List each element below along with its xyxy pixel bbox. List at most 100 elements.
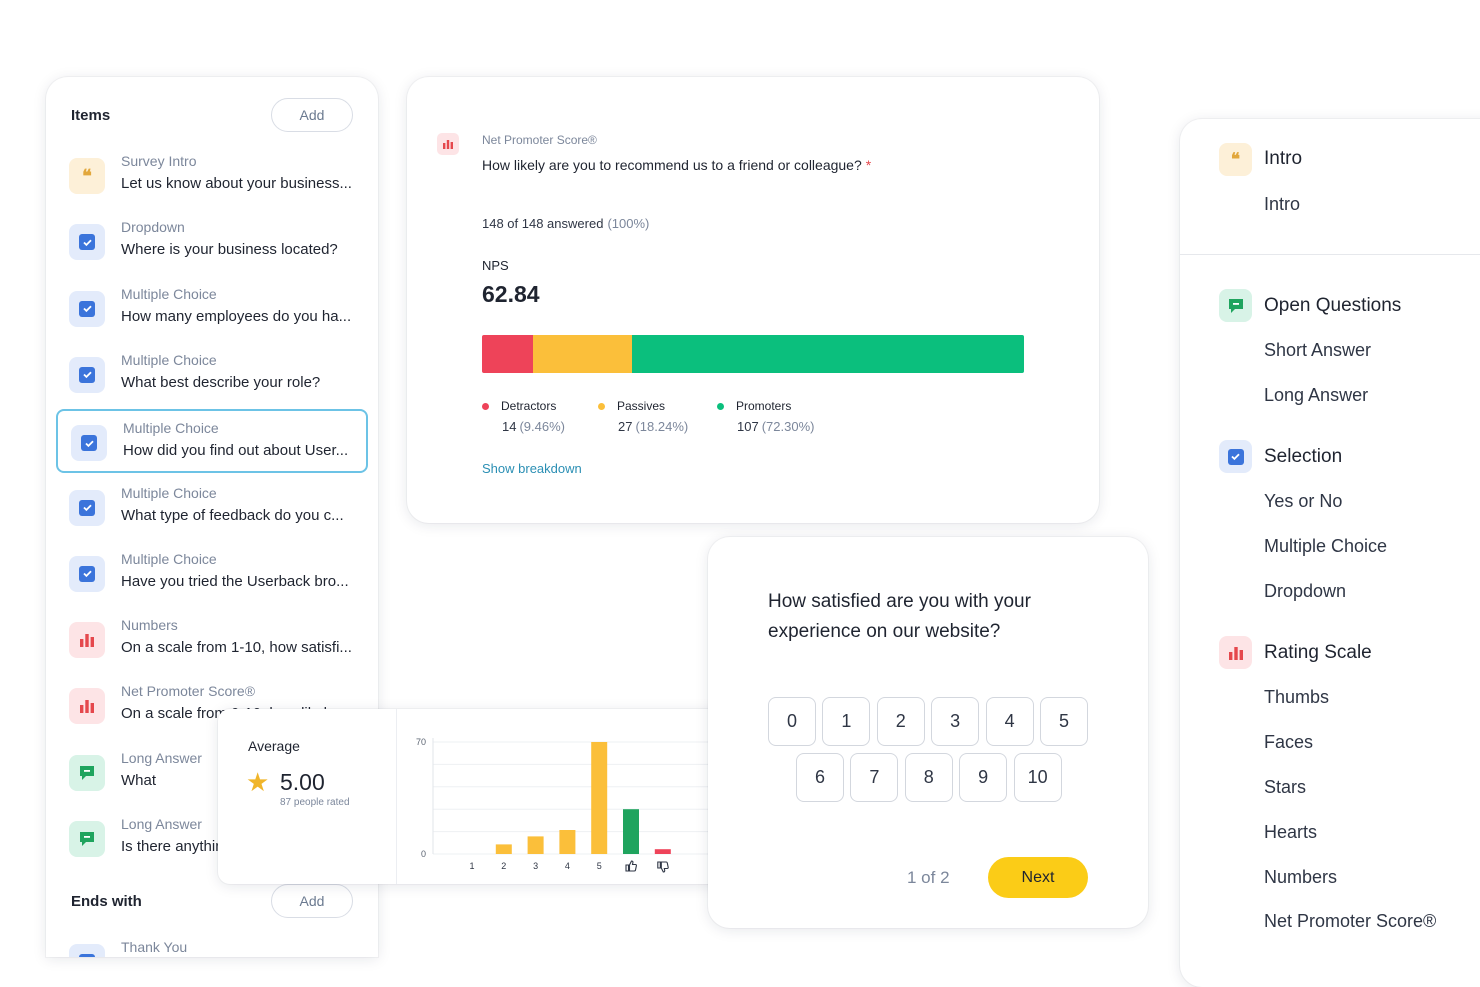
list-item[interactable]: Long Answer Is there anything <box>56 807 368 871</box>
required-mark: * <box>865 157 872 173</box>
checkbox-icon <box>69 489 105 526</box>
item-type: Multiple Choice <box>123 420 219 437</box>
bar-chart-icon <box>1219 636 1252 669</box>
item-title: Let us know about your business... <box>121 175 352 192</box>
y-tick-label: 0 <box>421 849 426 859</box>
item-type: Multiple Choice <box>121 550 217 567</box>
category-open-questions: Open Questions <box>1264 295 1402 316</box>
legend-count: 14 <box>502 419 517 434</box>
item-title: What type of feedback do you c... <box>121 506 344 524</box>
type-long-answer[interactable]: Long Answer <box>1264 385 1369 405</box>
bar-7 <box>654 849 671 854</box>
item-title: How many employees do you ha... <box>121 307 352 325</box>
satisfaction-question: How satisfied are you with your experien… <box>768 591 1031 642</box>
bar-chart-icon <box>437 133 459 155</box>
nps-result-card: Net Promoter Score® How likely are you t… <box>407 77 1099 523</box>
scale-option-1[interactable]: 1 <box>822 697 871 746</box>
list-item[interactable]: Multiple Choice How many employees do you… <box>56 277 368 341</box>
chat-icon <box>69 754 105 791</box>
average-summary: Average ★ 5.00 87 people rated <box>218 709 397 884</box>
checkbox-icon <box>69 290 105 327</box>
satisfaction-question-card: How satisfied are you with your experien… <box>708 537 1148 928</box>
rating-bar-chart: 70 0 1 2 3 4 5 <box>416 737 717 873</box>
next-button[interactable]: Next <box>988 857 1088 898</box>
scale-option-10[interactable]: 10 <box>1013 753 1062 802</box>
show-breakdown-link[interactable]: Show breakdown <box>482 461 582 476</box>
type-dropdown[interactable]: Dropdown <box>1264 581 1347 601</box>
type-stars[interactable]: Stars <box>1264 777 1307 797</box>
legend-count: 107 <box>737 419 759 434</box>
list-item[interactable]: Dropdown Where is your business located? <box>56 210 368 274</box>
item-title: Where is your business located? <box>121 241 338 259</box>
page-indicator: 1 of 2 <box>907 868 950 887</box>
average-rating-card: Average ★ 5.00 87 people rated 70 0 1 2 3 4 5 <box>218 709 733 884</box>
list-item[interactable]: Multiple Choice How did you find out abou… <box>56 409 368 474</box>
scale-option-2[interactable]: 2 <box>876 697 925 746</box>
legend-promoters: Promoters 107 (72.30%) <box>717 399 814 434</box>
scale-option-9[interactable]: 9 <box>959 753 1008 802</box>
legend-dot <box>598 402 605 410</box>
type-multiple-choice[interactable]: Multiple Choice <box>1264 536 1388 556</box>
nps-question-type: Net Promoter Score® <box>482 133 597 147</box>
legend-percent: (18.24%) <box>635 419 689 434</box>
quote-icon: ❝ <box>1219 143 1252 176</box>
bar-6 <box>623 809 639 854</box>
item-type: Numbers <box>121 617 178 634</box>
scale-option-7[interactable]: 7 <box>850 753 899 802</box>
bar-2 <box>495 844 512 854</box>
legend-dot <box>717 402 724 410</box>
list-item[interactable]: Multiple Choice Have you tried the Userba… <box>56 542 368 606</box>
scale-option-8[interactable]: 8 <box>904 753 953 802</box>
bar-3 <box>527 836 544 854</box>
list-item[interactable]: Numbers On a scale from 1-10, how satisfi… <box>56 608 368 672</box>
category-intro: Intro <box>1264 148 1303 169</box>
end-item-type: Thank You <box>121 939 188 955</box>
list-item[interactable]: Long Answer What <box>56 741 368 805</box>
star-icon: ★ <box>246 767 270 797</box>
scale-option-5[interactable]: 5 <box>1040 697 1088 746</box>
category-rating-scale: Rating Scale <box>1264 642 1372 663</box>
answered-percent: (100%) <box>607 216 650 231</box>
bar-4 <box>559 830 576 854</box>
item-type: Multiple Choice <box>121 351 217 368</box>
bar-chart-icon <box>69 688 105 725</box>
item-title: On a scale from 1-10, how satisfi... <box>121 639 352 657</box>
add-item-button[interactable]: Add <box>271 98 353 132</box>
chat-icon <box>1219 289 1252 322</box>
items-header: Items Add <box>71 98 353 132</box>
item-type: Dropdown <box>121 219 185 236</box>
list-item[interactable]: ❝ Survey Intro Let us know about your busi… <box>56 144 368 208</box>
bar-chart-icon <box>69 622 105 659</box>
legend-percent: (72.30%) <box>761 419 815 434</box>
scale-option-3[interactable]: 3 <box>931 697 980 746</box>
type-faces[interactable]: Faces <box>1264 732 1314 752</box>
end-item[interactable]: Thank You <box>56 930 368 957</box>
thumbs-down-icon <box>657 861 669 873</box>
nps-distribution-bar <box>482 335 1024 373</box>
type-intro[interactable]: Intro <box>1264 194 1301 214</box>
type-short-answer[interactable]: Short Answer <box>1264 340 1372 360</box>
checkbox-icon <box>69 555 105 592</box>
type-yes-or-no[interactable]: Yes or No <box>1264 491 1343 511</box>
type-thumbs[interactable]: Thumbs <box>1264 687 1330 707</box>
items-title: Items <box>71 106 111 124</box>
x-tick-label: 1 <box>469 861 474 871</box>
list-item[interactable]: Net Promoter Score®On a scale from 0-10,… <box>56 674 368 738</box>
nps-segment-promoters <box>632 335 1024 373</box>
type-net-promoter-score[interactable]: Net Promoter Score® <box>1264 911 1437 931</box>
quote-icon: ❝ <box>69 158 105 194</box>
list-item[interactable]: Multiple Choice What type of feedback do … <box>56 476 368 540</box>
scale-option-0[interactable]: 0 <box>768 697 816 746</box>
scale-option-4[interactable]: 4 <box>985 697 1034 746</box>
legend-dot <box>482 402 489 410</box>
ends-title: Ends with <box>71 892 142 910</box>
end-icon <box>69 944 105 957</box>
type-hearts[interactable]: Hearts <box>1264 822 1318 842</box>
add-end-button[interactable]: Add <box>271 884 353 918</box>
list-item[interactable]: Multiple Choice What best describe your r… <box>56 343 368 407</box>
item-title: What best describe your role? <box>121 373 321 391</box>
x-tick-label: 3 <box>533 861 538 871</box>
scale-option-6[interactable]: 6 <box>796 753 844 802</box>
type-numbers[interactable]: Numbers <box>1264 867 1338 887</box>
nps-segment-passives <box>533 335 633 373</box>
